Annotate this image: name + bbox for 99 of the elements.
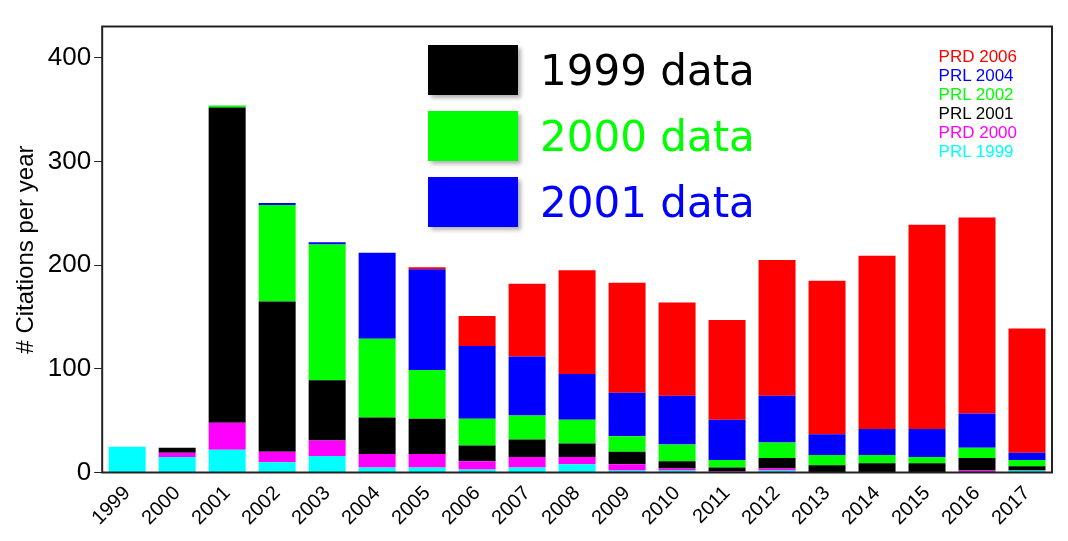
- annotation: 2000 data: [540, 111, 755, 161]
- bar: [408, 369, 446, 419]
- bar: [1008, 328, 1046, 453]
- bar: [208, 449, 246, 473]
- y-tick-label: 0: [76, 455, 92, 486]
- bar: [658, 302, 696, 396]
- bar: [308, 380, 346, 441]
- y-axis-title: # Citations per year: [11, 145, 39, 354]
- text: PRL 2002: [938, 84, 1014, 104]
- bar: [258, 451, 296, 463]
- annotation: 1999 data: [540, 45, 755, 95]
- bar: [758, 458, 796, 469]
- bar: [858, 454, 896, 464]
- bar: [308, 244, 346, 381]
- bar: [208, 422, 246, 450]
- bar: [808, 280, 846, 435]
- bar: [858, 255, 896, 430]
- bar: [308, 242, 346, 245]
- bar: [758, 259, 796, 396]
- bar: [508, 457, 546, 468]
- bar: [558, 419, 596, 444]
- text: PRD 2006: [938, 46, 1017, 66]
- bar: [358, 453, 396, 468]
- bar: [358, 417, 396, 454]
- bar: [508, 467, 546, 473]
- bar: [908, 457, 946, 464]
- bar: [558, 270, 596, 375]
- bar: [458, 469, 496, 473]
- bar: [408, 453, 446, 468]
- bar: [158, 447, 196, 453]
- bar: [358, 467, 396, 473]
- bar: [658, 395, 696, 445]
- text: PRL 1999: [938, 141, 1014, 161]
- bar: [458, 346, 496, 419]
- bar: [808, 434, 846, 455]
- bar: [458, 315, 496, 347]
- y-tick-label: 400: [47, 40, 92, 71]
- bar: [1008, 452, 1046, 461]
- bar: [708, 320, 746, 420]
- bar: [958, 217, 996, 414]
- bar: [208, 105, 246, 108]
- bar: [358, 252, 396, 339]
- bar: [558, 464, 596, 473]
- bar: [858, 429, 896, 455]
- bar: [508, 439, 546, 458]
- bar: [658, 461, 696, 469]
- y-tick-label: 200: [47, 248, 92, 279]
- bar: [608, 436, 646, 452]
- y-tick-label: 300: [47, 144, 92, 175]
- bar: [608, 464, 646, 471]
- bar: [808, 454, 846, 466]
- annotation: 2001 data: [540, 177, 755, 227]
- bar: [108, 446, 146, 473]
- bar: [1008, 460, 1046, 467]
- bar: [758, 395, 796, 443]
- bar: [408, 467, 446, 473]
- bar: [308, 455, 346, 473]
- bar: [458, 445, 496, 462]
- bar: [208, 107, 246, 423]
- bar: [958, 447, 996, 459]
- bar: [258, 301, 296, 452]
- bar: [158, 457, 196, 473]
- bar: [608, 392, 646, 437]
- bar: [558, 457, 596, 465]
- bar: [358, 338, 396, 418]
- bar: [308, 440, 346, 456]
- bar: [258, 202, 296, 205]
- bar: [958, 458, 996, 471]
- text: PRL 2001: [938, 103, 1014, 123]
- bar: [708, 460, 746, 468]
- bar: [808, 465, 846, 473]
- bar: [908, 224, 946, 430]
- bar: [908, 429, 946, 458]
- bar: [558, 374, 596, 420]
- bar: [408, 418, 446, 454]
- bar: [1008, 466, 1046, 471]
- bar: [508, 356, 546, 416]
- y-tick-label: 100: [47, 352, 92, 383]
- bar: [258, 204, 296, 302]
- bar: [708, 419, 746, 461]
- bar: [558, 443, 596, 458]
- bar: [508, 283, 546, 357]
- text: PRL 2004: [938, 65, 1014, 85]
- bar: [908, 463, 946, 473]
- bar: [958, 413, 996, 448]
- bar: [408, 267, 446, 270]
- bar: [508, 415, 546, 440]
- bar: [458, 461, 496, 470]
- bar: [458, 418, 496, 446]
- bar: [258, 462, 296, 473]
- bar: [708, 467, 746, 472]
- text: PRD 2000: [938, 122, 1017, 142]
- bar: [658, 444, 696, 462]
- bar: [758, 442, 796, 459]
- bar: [608, 282, 646, 393]
- bar: [408, 269, 446, 370]
- bar: [858, 463, 896, 473]
- bar: [158, 452, 196, 458]
- bar: [608, 451, 646, 465]
